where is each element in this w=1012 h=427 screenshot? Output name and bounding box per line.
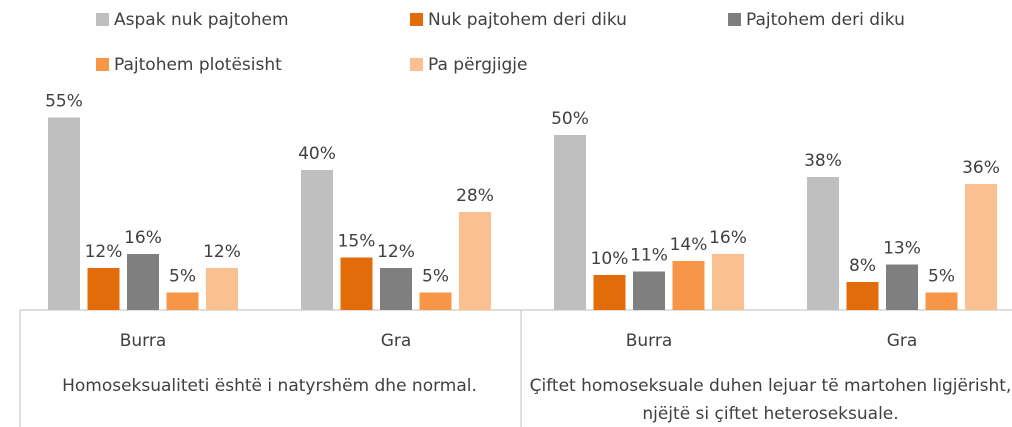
legend-label: Aspak nuk pajtohem bbox=[114, 10, 289, 30]
value-label: 8% bbox=[849, 256, 876, 276]
value-label: 40% bbox=[298, 144, 336, 164]
bar bbox=[419, 292, 452, 310]
legend-swatch bbox=[96, 13, 109, 26]
legend-swatch bbox=[410, 13, 423, 26]
bar bbox=[633, 271, 665, 310]
value-label: 14% bbox=[670, 235, 708, 255]
bar bbox=[206, 268, 238, 310]
legend-swatch bbox=[728, 13, 741, 26]
value-label: 12% bbox=[203, 242, 241, 262]
value-label: 13% bbox=[883, 239, 921, 259]
value-label: 5% bbox=[928, 267, 955, 287]
value-label: 12% bbox=[377, 242, 415, 262]
legend-swatch bbox=[96, 58, 109, 71]
group-label: Homoseksualiteti është i natyrshëm dhe n… bbox=[62, 376, 477, 396]
value-label: 55% bbox=[45, 92, 83, 112]
value-label: 12% bbox=[85, 242, 123, 262]
bar bbox=[554, 135, 586, 310]
value-label: 16% bbox=[709, 228, 747, 248]
legend-label: Nuk pajtohem deri diku bbox=[428, 10, 627, 30]
x-tick-label: Gra bbox=[887, 331, 918, 351]
legend-swatch bbox=[410, 58, 423, 71]
value-label: 5% bbox=[422, 267, 449, 287]
bar bbox=[593, 275, 626, 310]
x-tick-label: Gra bbox=[381, 331, 412, 351]
bar bbox=[340, 257, 373, 310]
bar bbox=[965, 184, 997, 310]
bar bbox=[846, 282, 879, 310]
value-label: 11% bbox=[630, 246, 668, 266]
bar bbox=[48, 117, 80, 310]
bar bbox=[925, 292, 958, 310]
value-label: 36% bbox=[962, 158, 1000, 178]
value-label: 5% bbox=[169, 267, 196, 287]
value-label: 16% bbox=[124, 228, 162, 248]
x-tick-label: Burra bbox=[626, 331, 673, 351]
value-label: 28% bbox=[456, 186, 494, 206]
bar bbox=[712, 254, 744, 310]
bar bbox=[807, 177, 839, 310]
bar bbox=[459, 212, 491, 310]
legend-label: Pajtohem plotësisht bbox=[114, 55, 282, 75]
bar bbox=[87, 268, 120, 310]
bar bbox=[127, 254, 159, 310]
value-label: 10% bbox=[591, 249, 629, 269]
bar bbox=[380, 268, 412, 310]
group-label: Çiftet homoseksuale duhen lejuar të mart… bbox=[529, 376, 1012, 424]
legend-label: Pajtohem deri diku bbox=[746, 10, 905, 30]
bar bbox=[886, 264, 918, 310]
bar bbox=[672, 261, 705, 310]
x-tick-label: Burra bbox=[120, 331, 167, 351]
bar bbox=[166, 292, 199, 310]
legend-label: Pa përgjigje bbox=[428, 55, 527, 75]
bar bbox=[301, 170, 333, 310]
value-label: 38% bbox=[804, 151, 842, 171]
value-label: 50% bbox=[551, 109, 589, 129]
value-label: 15% bbox=[338, 232, 376, 252]
